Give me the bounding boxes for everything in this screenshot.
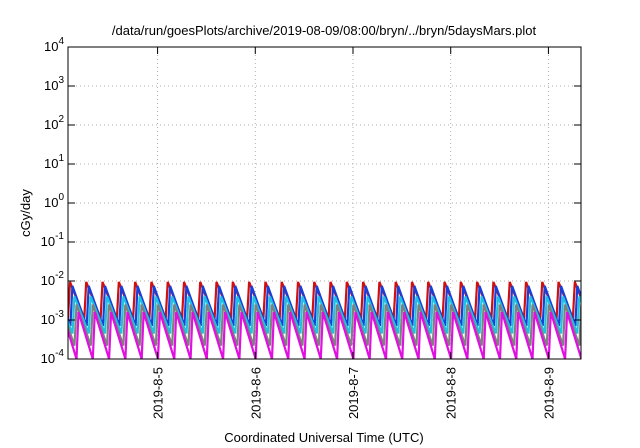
y-axis-label: cGy/day bbox=[18, 189, 33, 237]
y-tick-label: 10-4 bbox=[41, 348, 65, 366]
series-line-3 bbox=[68, 296, 581, 334]
x-tick-label: 2019-8-5 bbox=[151, 367, 166, 419]
chart-title: /data/run/goesPlots/archive/2019-08-09/0… bbox=[112, 23, 537, 38]
y-tick-label: 10-3 bbox=[41, 309, 65, 327]
y-tick-label: 10-1 bbox=[41, 231, 65, 249]
y-axis: 10-4 10-3 10-2 10-1 100 101 102 103 104 bbox=[41, 36, 581, 366]
x-axis-label: Coordinated Universal Time (UTC) bbox=[224, 430, 423, 445]
y-tick-label: 102 bbox=[44, 114, 64, 132]
y-tick-label: 104 bbox=[44, 36, 64, 54]
x-tick-label: 2019-8-7 bbox=[346, 367, 361, 419]
x-tick-label: 2019-8-6 bbox=[248, 367, 263, 419]
x-axis: 2019-8-5 2019-8-6 2019-8-7 2019-8-8 2019-8-9 bbox=[151, 47, 556, 419]
series-group bbox=[68, 281, 581, 359]
y-tick-label: 101 bbox=[44, 153, 64, 171]
x-tick-label: 2019-8-9 bbox=[541, 367, 556, 419]
y-tick-label: 10-2 bbox=[41, 270, 65, 288]
y-tick-label: 103 bbox=[44, 75, 64, 93]
y-tick-label: 100 bbox=[44, 192, 64, 210]
series-line-5 bbox=[68, 311, 581, 359]
x-tick-label: 2019-8-8 bbox=[444, 367, 459, 419]
